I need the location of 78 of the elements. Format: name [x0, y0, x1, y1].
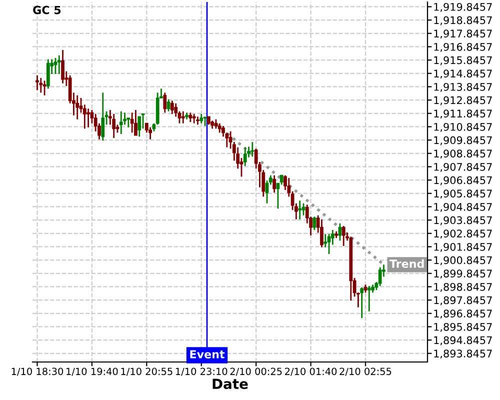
candlestick: [134, 109, 138, 136]
annotation: Event: [190, 350, 225, 358]
y-tick-label: 1,909.8457: [434, 136, 492, 146]
candlestick: [378, 266, 382, 287]
y-tick-label: 1,905.8457: [434, 190, 492, 199]
y-tick-label: 1,918.8457: [434, 16, 492, 26]
candlestick: [280, 174, 284, 186]
candlestick: [203, 116, 207, 127]
y-tick-label: 1,900.8457: [434, 256, 492, 266]
y-tick-label: 1,916.8457: [434, 42, 492, 52]
y-tick-label: 1,896.8457: [434, 310, 492, 319]
candlestick: [181, 110, 185, 124]
candlestick: [320, 218, 324, 248]
candlestick: [141, 112, 145, 130]
candlestick: [250, 141, 254, 158]
y-tick-label: 1,895.8457: [434, 322, 492, 332]
y-tick-label: 1,902.8457: [434, 230, 492, 239]
y-tick-label: 1,915.8457: [434, 56, 492, 66]
y-tick-label: 1,914.8457: [434, 70, 492, 79]
candlestick: [57, 54, 61, 75]
candlestick: [61, 49, 64, 84]
candlestick: [367, 285, 371, 312]
candlestick: [101, 92, 105, 142]
candlestick: [163, 92, 167, 114]
candlestick: [130, 112, 134, 134]
candlestick: [192, 113, 196, 124]
x-axis-title: Date: [212, 378, 248, 390]
candlestick: [214, 118, 218, 130]
candlestick: [39, 77, 43, 94]
x-tick-label: 2/10 02:55: [340, 368, 392, 376]
y-tick-label: 1,912.8457: [434, 96, 492, 106]
candlestick: [302, 202, 306, 216]
y-tick-label: 1,908.8457: [434, 150, 492, 159]
candlestick: [119, 110, 123, 135]
x-tick-label: 1/10 20:55: [121, 368, 172, 376]
candlestick: [86, 108, 90, 128]
x-tick-label: 1/10 23:10: [176, 368, 228, 376]
candlestick: [298, 200, 302, 220]
candlestick: [170, 100, 174, 115]
candlestick: [272, 174, 276, 194]
y-tick-label: 1,901.8457: [434, 242, 492, 252]
candlestick: [166, 98, 170, 112]
x-tick-label: 1/10 18:30: [12, 368, 64, 376]
candlestick: [36, 74, 39, 91]
candlestick: [218, 122, 222, 134]
candlestick: [138, 116, 142, 138]
candlestick: [360, 286, 364, 319]
candlestick: [342, 225, 346, 247]
y-tick-label: 1,898.8457: [434, 282, 492, 292]
y-tick-label: 1,907.8457: [434, 162, 492, 172]
y-tick-label: 1,917.8457: [434, 30, 492, 39]
candlestick: [327, 233, 331, 255]
y-tick-label: 1,919.8457: [434, 2, 492, 12]
y-tick-label: 1,911.8457: [434, 110, 492, 119]
candlestick: [188, 112, 192, 123]
candlestick: [46, 58, 50, 90]
x-tick-label: 1/10 19:40: [66, 368, 118, 376]
y-tick-label: 1,904.8457: [434, 202, 492, 212]
chart-title: GC 5: [33, 6, 61, 14]
candlestick: [312, 216, 316, 231]
candlestick: [200, 113, 204, 124]
candlestick: [148, 126, 152, 140]
series-label: Trend: [390, 259, 424, 268]
candlestick: [112, 113, 116, 139]
y-tick-label: 1,906.8457: [434, 176, 492, 186]
y-tick-label: 1,910.8457: [434, 122, 492, 132]
y-tick-label: 1,899.8457: [434, 270, 492, 279]
x-tick-label: 2/10 00:25: [230, 368, 282, 376]
y-tick-label: 1,897.8457: [434, 296, 492, 306]
y-tick-label: 1,894.8457: [434, 336, 492, 346]
candlestick: [76, 94, 80, 120]
y-tick-label: 1,903.8457: [434, 216, 492, 226]
x-tick-label: 2/10 01:40: [285, 368, 337, 376]
candlestick: [54, 57, 58, 75]
y-tick-label: 1,913.8457: [434, 82, 492, 92]
candlestick: [243, 146, 247, 167]
y-tick-label: 1,893.8457: [434, 350, 492, 359]
candlestick: [338, 222, 342, 242]
